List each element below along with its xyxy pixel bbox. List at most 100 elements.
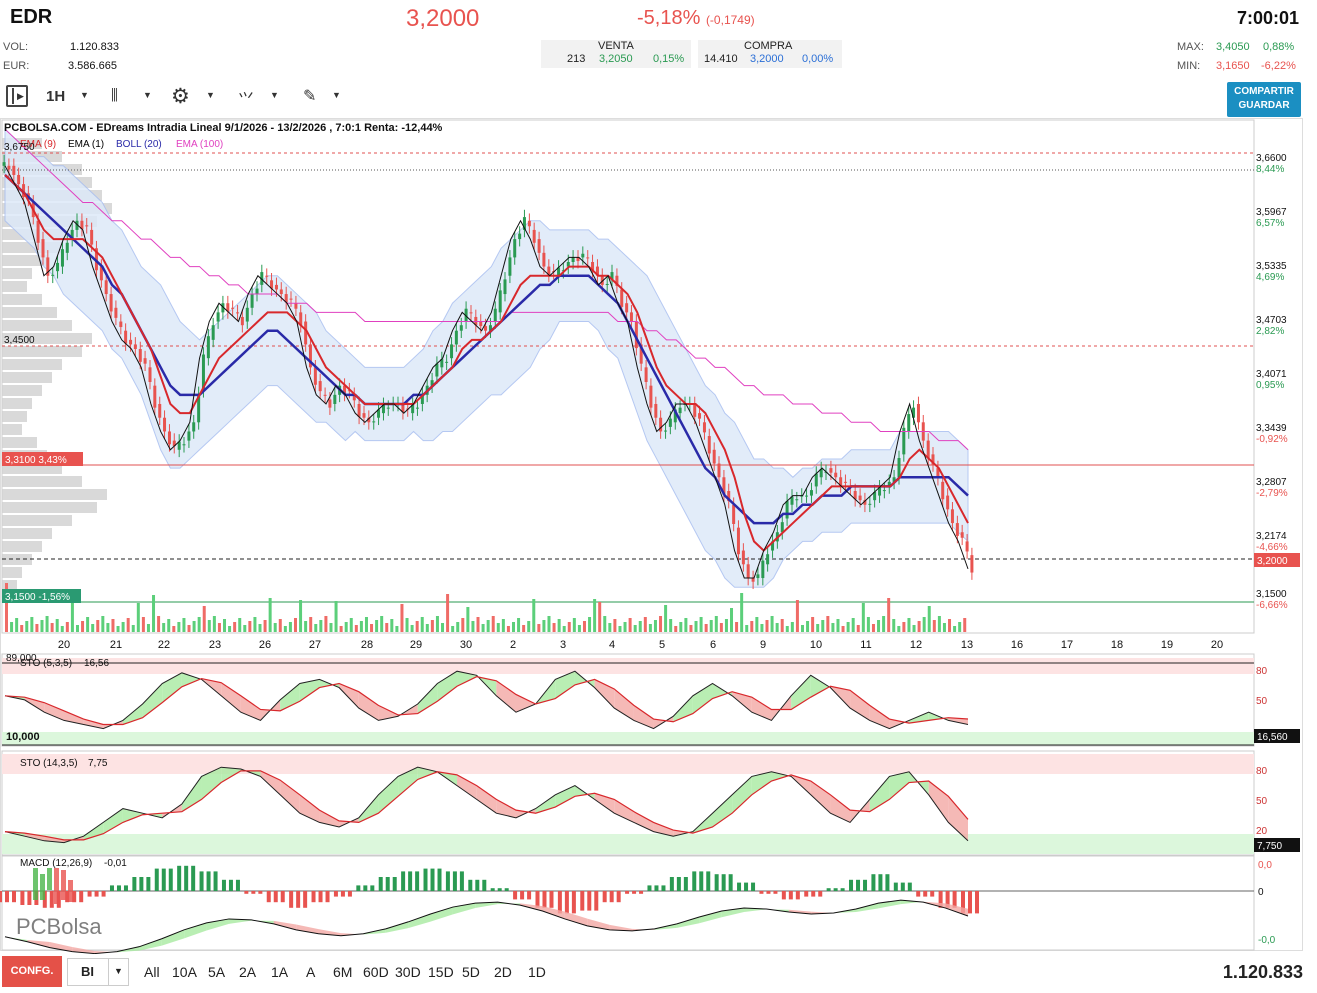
range-button-2a[interactable]: 2A (239, 964, 257, 980)
macd-hist-bar (370, 885, 375, 891)
volume-bar (217, 623, 221, 632)
candle-body (367, 417, 371, 423)
min-value: 3,1650 (1216, 60, 1250, 72)
volume-bar (106, 623, 110, 632)
panel-toggle-icon[interactable]: ▶ (6, 85, 28, 107)
volume-bar (364, 617, 368, 632)
sto-level-ticks: 80 50 80 50 20 (1256, 666, 1268, 837)
sto-fill (417, 767, 438, 780)
pct-tick-label: 0,95% (1256, 380, 1284, 391)
date-tick-label: 21 (110, 639, 122, 651)
volume-bar (50, 623, 54, 632)
macd-fill (564, 911, 588, 926)
macd-hist-bar (206, 871, 211, 891)
range-button-all[interactable]: All (144, 964, 160, 980)
share-save-button[interactable]: COMPARTIR GUARDAR (1227, 82, 1301, 117)
macd-fill (408, 913, 431, 929)
range-button-2d[interactable]: 2D (494, 964, 512, 980)
sell-pct: 0,15% (653, 53, 685, 65)
candle-body (732, 504, 736, 524)
sto-fill (692, 683, 713, 714)
candle-body (138, 349, 142, 362)
macd-hist-bar (580, 891, 585, 911)
macd-hist-bar (311, 891, 316, 903)
macd-hist-bar (654, 885, 659, 891)
range-button-5d[interactable]: 5D (462, 964, 480, 980)
macd-hist-bar (154, 868, 159, 891)
sto-fill (378, 705, 399, 721)
indicators-chevron-down-icon[interactable]: ▼ (270, 90, 279, 100)
candle-body (435, 363, 439, 377)
profile-bar (2, 333, 92, 344)
settings-chevron-down-icon[interactable]: ▼ (206, 90, 215, 100)
volume-bar (892, 619, 896, 632)
range-button-10a[interactable]: 10A (172, 964, 197, 980)
drawing-tools-icon[interactable]: ✎ (303, 88, 317, 105)
timeframe-select[interactable]: 1H (46, 88, 66, 105)
candle-body (75, 220, 79, 230)
macd-hist-bar (639, 891, 644, 894)
macd-hist-bar (587, 891, 592, 911)
range-button-15d[interactable]: 15D (428, 964, 454, 980)
volume-bar (197, 617, 201, 632)
range-button-6m[interactable]: 6M (333, 964, 353, 980)
range-button-1a[interactable]: 1A (271, 964, 289, 980)
candle-body (51, 274, 55, 276)
macd-hist-bar (975, 891, 979, 914)
chart-type-icon[interactable]: ⫼ (111, 87, 118, 104)
sto-fill (221, 682, 241, 713)
sto-fill (810, 781, 831, 814)
volume-bar (501, 619, 505, 632)
volume-bar (917, 621, 921, 632)
chart-canvas[interactable]: PCBOLSA.COM - EDreams Intradia Lineal 9/… (0, 118, 1317, 954)
macd-hist-bar (602, 891, 607, 903)
date-tick-label: 28 (361, 639, 373, 651)
candle-body (221, 303, 225, 313)
range-button-60d[interactable]: 60D (363, 964, 389, 980)
price-change: -5,18% (-0,1749) (637, 7, 755, 30)
candle-body (206, 336, 210, 359)
chart-style-select[interactable]: BI ▼ (67, 958, 129, 986)
candle-body (591, 261, 595, 271)
range-button-5a[interactable]: 5A (208, 964, 226, 980)
candle-body (41, 239, 45, 258)
candle-body (12, 165, 16, 175)
candle-body (484, 326, 488, 331)
range-button-30d[interactable]: 30D (395, 964, 421, 980)
candle-body (863, 500, 867, 505)
indicators-icon[interactable]: ⺍ (238, 92, 255, 109)
chart-type-chevron-down-icon[interactable]: ▼ (143, 90, 152, 100)
sto-fill (869, 705, 890, 729)
macd-hist-bar (781, 891, 786, 900)
range-button-a[interactable]: A (306, 964, 316, 980)
candle-body (868, 503, 872, 505)
sto1-label: STO (5,3,5) (20, 658, 72, 669)
volume-bar (643, 617, 647, 632)
volume-bar (5, 583, 8, 632)
candle-body (766, 554, 770, 565)
macd-hist-bar (244, 891, 249, 894)
candle-body (814, 473, 818, 487)
timeframe-chevron-down-icon[interactable]: ▼ (80, 90, 89, 100)
candle-body (464, 308, 468, 322)
macd-hist-bar (945, 891, 950, 908)
volume-bar (861, 603, 865, 632)
macd-hist-bar (871, 874, 876, 891)
drawing-chevron-down-icon[interactable]: ▼ (332, 90, 341, 100)
candle-body (843, 481, 847, 483)
pct-tick-label: 2,82% (1256, 326, 1284, 337)
config-button[interactable]: CONFG. (2, 956, 62, 987)
macd-hist-bar (65, 891, 70, 903)
candle-body (479, 321, 483, 327)
date-axis: 20 21 22 23 26 27 28 29 30 2 3 4 5 6 9 10 11 12 13 16 17 18 19… (58, 639, 1223, 651)
volume-bar (304, 621, 308, 632)
sto-fill (732, 776, 752, 814)
settings-gear-icon[interactable]: ⚙ (171, 85, 190, 108)
volume-bar (648, 624, 652, 632)
macd-fill (676, 916, 700, 928)
volume-bar (887, 598, 891, 632)
candle-body (853, 491, 857, 500)
candle-body (897, 458, 901, 478)
range-button-1d[interactable]: 1D (528, 964, 546, 980)
sto-fill (751, 771, 772, 795)
